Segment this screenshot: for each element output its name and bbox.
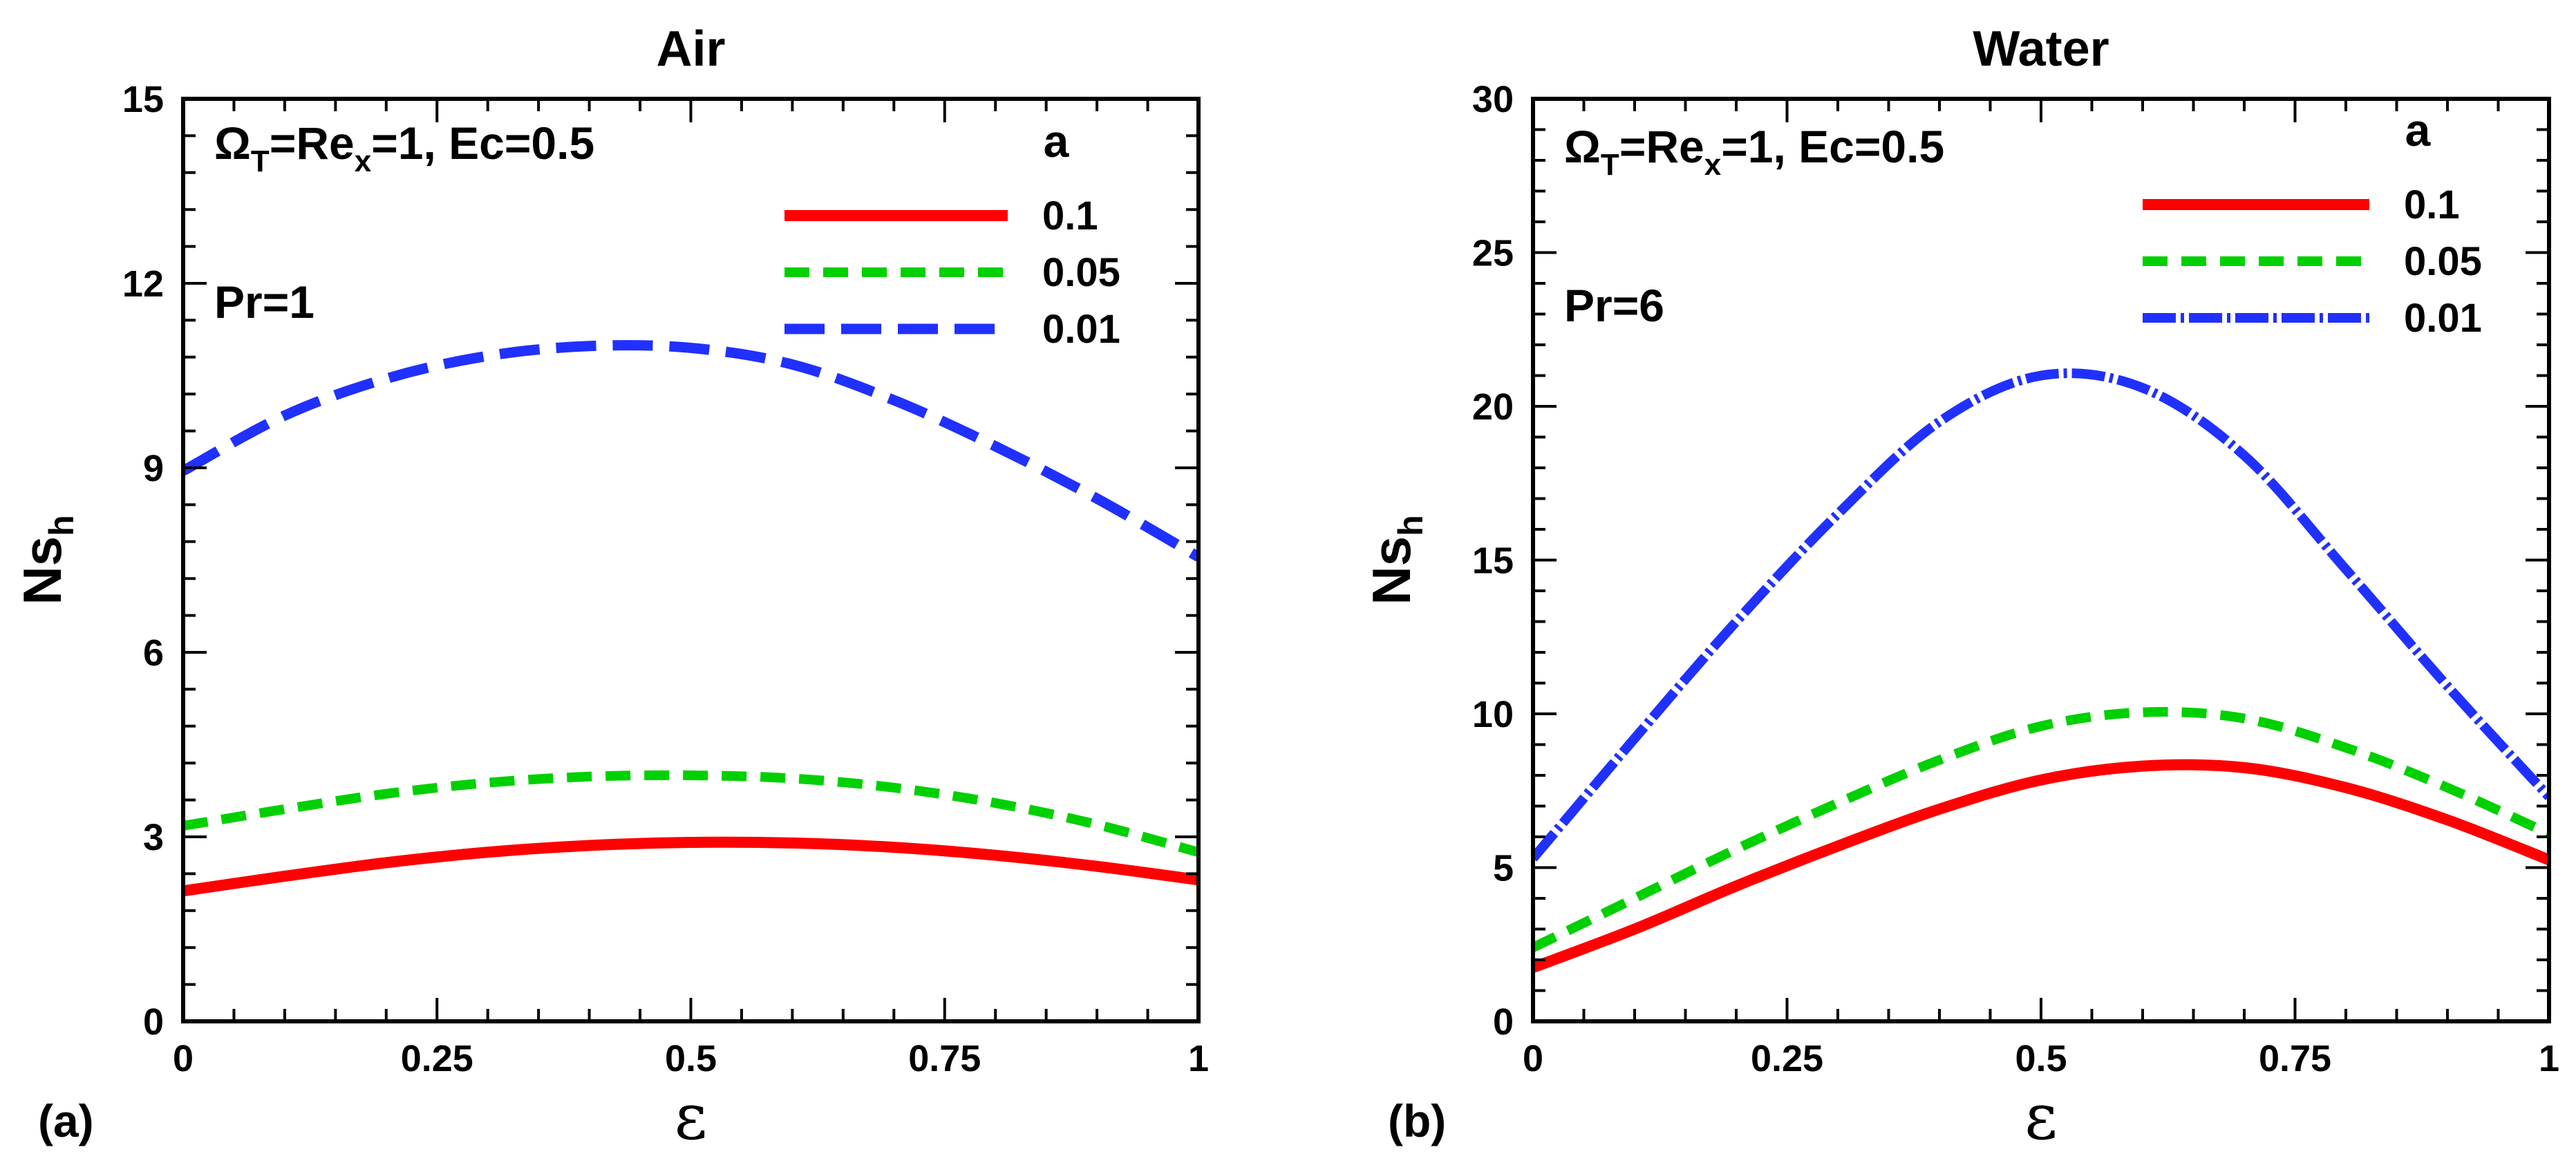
chart-1-x-tick-label: 0 (1523, 1038, 1543, 1079)
chart-1-y-tick-label: 25 (1472, 233, 1514, 274)
chart-1-annotation-rest: =1, Ec=0.5 (1721, 121, 1944, 172)
chart-0-y-tick-label: 3 (143, 817, 164, 858)
chart-1-y-tick-label: 0 (1493, 1001, 1514, 1043)
chart-0-prandtl-label: Pr=1 (214, 276, 314, 328)
chart-0-x-tick-label: 0.25 (401, 1038, 473, 1079)
chart-1-legend-label-0.01: 0.01 (2404, 296, 2482, 341)
chart-1-y-tick-label: 5 (1493, 848, 1514, 889)
chart-0-y-axis-label-main: Ns (12, 536, 73, 605)
chart-1-title: Water (1973, 21, 2109, 77)
chart-1-x-axis-label: ε (2024, 1080, 2058, 1154)
chart-1-series-line-0.01 (1533, 368, 2549, 862)
chart-1-annotation-re-sub: x (1704, 148, 1722, 182)
chart-1-x-tick-label: 0.5 (2015, 1038, 2067, 1079)
chart-0-x-tick-label: 0.5 (665, 1038, 717, 1079)
chart-0-annotation-omega-sub: T (251, 144, 270, 178)
chart-0-legend-label-0.05: 0.05 (1042, 250, 1120, 295)
chart-1-annotation-omega-sub: T (1601, 148, 1619, 182)
chart-0-y-axis-label: Nsh (12, 515, 81, 605)
chart-0-y-tick-label: 6 (143, 632, 164, 674)
chart-0-x-axis-label: ε (675, 1080, 708, 1154)
chart-0-y-tick-label: 12 (122, 263, 164, 305)
chart-1-series-line-0.1 (1533, 759, 2549, 973)
chart-1-x-tick-label: 1 (2539, 1038, 2559, 1079)
chart-0-annotation-omega: Ω (214, 117, 251, 169)
chart-1-y-tick-label: 20 (1472, 386, 1514, 428)
chart-1-plot-frame (1531, 97, 2551, 1023)
chart-1-prandtl-label: Pr=6 (1564, 280, 1664, 331)
chart-0-parameter-annotation: ΩT=Rex=1, Ec=0.5 (214, 117, 594, 178)
chart-0-legend-label-0.1: 0.1 (1042, 193, 1098, 238)
chart-1-annotation-re: =Re (1619, 121, 1704, 172)
chart-1-y-tick-label: 10 (1472, 694, 1514, 735)
chart-0-series-line-0.05 (183, 770, 1198, 858)
chart-0-x-tick-label: 0 (173, 1038, 194, 1079)
chart-1-y-tick-label: 30 (1472, 79, 1514, 120)
chart-1-y-axis-label-main: Ns (1361, 536, 1422, 605)
chart-1-y-axis-label-sub: h (1391, 515, 1430, 536)
chart-1-legend-label-0.1: 0.1 (2404, 182, 2460, 227)
chart-0-y-axis-label-sub: h (42, 515, 81, 536)
chart-1-parameter-annotation: ΩT=Rex=1, Ec=0.5 (1564, 121, 1944, 182)
chart-0-panel-label: (a) (38, 1095, 94, 1146)
chart-0-series-line-0.1 (183, 836, 1198, 897)
chart-0-annotation-re-sub: x (355, 144, 372, 178)
panel-air: 0 0.25 0.5 0.75 1 0 3 6 9 12 15 Air ε Nsh (a) ΩT=Rex=1,… (12, 21, 1209, 1154)
chart-0-series-line-0.01 (183, 340, 1198, 562)
chart-1-y-tick-label: 15 (1472, 540, 1514, 582)
chart-0-annotation-rest: =1, Ec=0.5 (371, 117, 594, 169)
chart-1-x-tick-label: 0.75 (2259, 1038, 2331, 1079)
chart-0-annotation-re: =Re (270, 117, 355, 169)
chart-1-y-axis-label: Nsh (1361, 515, 1430, 605)
chart-1-legend-title: a (2405, 104, 2432, 155)
chart-1-panel-label: (b) (1388, 1095, 1446, 1146)
chart-0-x-tick-label: 0.75 (908, 1038, 981, 1079)
chart-0-title: Air (656, 21, 725, 77)
chart-0-y-tick-label: 0 (143, 1001, 164, 1043)
chart-1-x-tick-label: 0.25 (1751, 1038, 1823, 1079)
chart-1-annotation-omega: Ω (1564, 121, 1601, 172)
panel-water: 0 0.25 0.5 0.75 1051015202530WaterεNsh(b)ΩT=… (1361, 21, 2559, 1154)
chart-0-x-tick-label: 1 (1188, 1038, 1209, 1079)
chart-1-legend-label-0.05: 0.05 (2404, 239, 2482, 284)
chart-1-series-line-0.05 (1533, 707, 2549, 952)
chart-0-y-tick-label: 15 (122, 79, 164, 120)
chart-0-y-tick-label: 9 (143, 448, 164, 489)
chart-0-legend-title: a (1044, 115, 1070, 167)
chart-0-legend-label-0.01: 0.01 (1042, 307, 1120, 352)
